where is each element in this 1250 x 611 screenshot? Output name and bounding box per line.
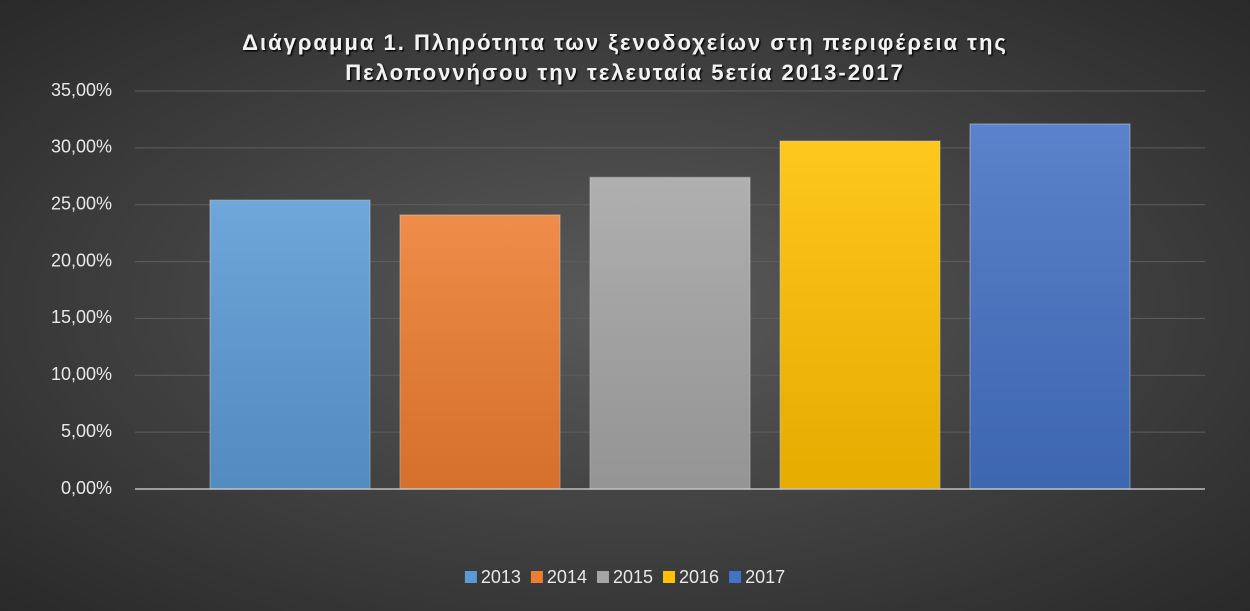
legend-label: 2013 [481, 567, 521, 587]
y-tick-label: 5,00% [61, 421, 112, 441]
legend-label: 2016 [679, 567, 719, 587]
y-tick-label: 10,00% [51, 364, 112, 384]
y-tick-label: 15,00% [51, 307, 112, 327]
legend-label: 2014 [547, 567, 587, 587]
legend-swatch [464, 571, 477, 583]
y-tick-label: 30,00% [51, 137, 112, 157]
y-tick-label: 35,00% [51, 80, 112, 100]
legend-swatch [663, 571, 676, 583]
bar-shine [210, 200, 370, 489]
bar-shine [970, 123, 1130, 489]
legend-swatch [596, 571, 609, 583]
legend-swatch [729, 571, 742, 583]
y-tick-label: 20,00% [51, 250, 112, 270]
bar-shine [400, 214, 560, 489]
legend-label: 2017 [745, 567, 785, 587]
y-tick-label: 0,00% [61, 478, 112, 498]
y-tick-label: 25,00% [51, 193, 112, 213]
chart-title: Πελοποννήσου την τελευταία 5ετία 2013-20… [345, 60, 904, 85]
legend-label: 2015 [613, 567, 653, 587]
bar-shine [590, 177, 750, 489]
chart-title: Διάγραμμα 1. Πληρότητα των ξενοδοχείων σ… [242, 30, 1008, 55]
bar-shine [780, 141, 940, 489]
legend-swatch [530, 571, 543, 583]
